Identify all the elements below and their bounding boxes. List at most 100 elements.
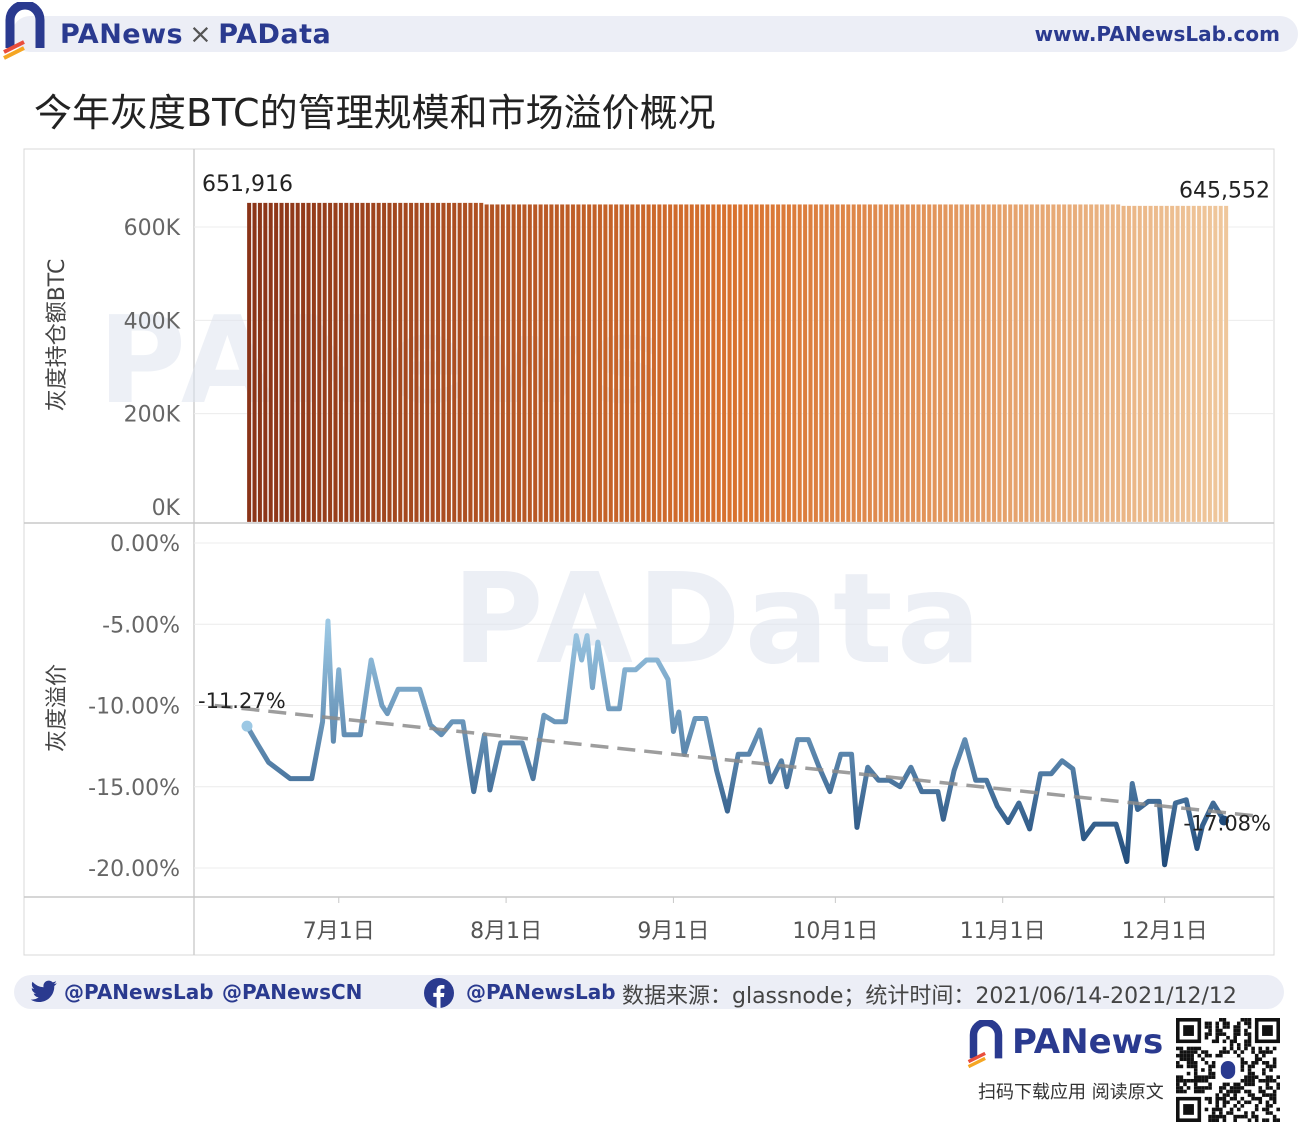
qr-module: [1276, 1082, 1280, 1087]
qr-module: [1244, 1061, 1248, 1065]
qr-module: [1262, 1089, 1266, 1094]
qr-module: [1208, 1114, 1212, 1119]
bar: [608, 204, 614, 523]
qr-module: [1204, 1061, 1209, 1065]
bar: [586, 204, 592, 523]
bar: [635, 204, 641, 523]
qr-module: [1258, 1096, 1263, 1101]
bar: [462, 202, 468, 523]
bar: [543, 204, 549, 523]
watermark-padata: PAData: [452, 547, 985, 692]
x-tick-label: 9月1日: [637, 919, 709, 944]
qr-module: [1197, 1053, 1202, 1058]
bar: [468, 202, 473, 523]
qr-code-icon[interactable]: [1176, 1018, 1280, 1122]
qr-module: [1262, 1071, 1266, 1076]
bar: [808, 204, 813, 523]
qr-module: [1233, 1096, 1237, 1101]
bar: [926, 204, 932, 523]
bar: [916, 204, 921, 523]
qr-module: [1215, 1028, 1220, 1033]
twitter-handle-lab[interactable]: @PANewsLab: [64, 980, 214, 1004]
bar: [1013, 204, 1018, 523]
qr-module: [1254, 1061, 1259, 1065]
qr-module: [1258, 1057, 1263, 1062]
bar: [1196, 205, 1202, 523]
qr-module: [1193, 1078, 1198, 1083]
bar: [532, 204, 538, 523]
bar: [743, 204, 749, 523]
qr-module: [1226, 1021, 1230, 1026]
qr-module: [1236, 1025, 1241, 1029]
bar: [1072, 204, 1078, 523]
qr-module: [1233, 1118, 1237, 1122]
facebook-handle[interactable]: @PANewsLab: [466, 980, 616, 1004]
qr-module: [1269, 1086, 1273, 1090]
qr-finder-core: [1183, 1104, 1194, 1115]
bar: [964, 204, 970, 523]
qr-module: [1229, 1107, 1234, 1112]
bar: [619, 204, 624, 523]
bar: [333, 202, 338, 523]
qr-module: [1269, 1104, 1273, 1108]
qr-module: [1229, 1111, 1234, 1115]
qr-module: [1247, 1021, 1252, 1026]
qr-module: [1226, 1035, 1230, 1040]
bar-ytick-label: 400K: [124, 309, 181, 334]
qr-module: [1244, 1028, 1248, 1033]
qr-module: [1204, 1032, 1209, 1036]
bar: [1040, 204, 1045, 523]
qr-module: [1183, 1050, 1187, 1054]
qr-module: [1262, 1118, 1266, 1122]
bar: [975, 204, 981, 523]
qr-module: [1208, 1064, 1212, 1069]
bar: [667, 204, 673, 523]
site-link[interactable]: www.PANewsLab.com: [1034, 22, 1280, 46]
bar: [781, 204, 786, 523]
qr-module: [1215, 1118, 1220, 1122]
qr-module: [1247, 1025, 1252, 1029]
qr-module: [1240, 1078, 1245, 1083]
qr-module: [1240, 1018, 1245, 1022]
brand-right: PAData: [218, 19, 332, 50]
bar: [889, 204, 894, 523]
header-bar: [12, 16, 1298, 52]
qr-module: [1269, 1093, 1273, 1097]
qr-module: [1247, 1089, 1252, 1094]
twitter-handle-cn[interactable]: @PANewsCN: [222, 980, 363, 1004]
bar: [511, 204, 516, 523]
facebook-icon[interactable]: [424, 978, 454, 1008]
bar: [376, 202, 382, 523]
line-ytick-label: -5.00%: [102, 613, 180, 638]
qr-module: [1176, 1061, 1180, 1065]
line-ylabel: 灰度溢价: [45, 664, 70, 752]
qr-module: [1215, 1021, 1220, 1026]
twitter-icon[interactable]: [30, 980, 58, 1004]
bar: [716, 204, 722, 523]
bar: [759, 204, 765, 523]
qr-module: [1179, 1089, 1184, 1094]
bar: [624, 204, 630, 523]
qr-module: [1265, 1104, 1270, 1108]
bar: [349, 202, 355, 523]
bar: [505, 204, 511, 523]
bar: [1126, 205, 1132, 523]
bar: [786, 204, 792, 523]
qr-module: [1179, 1086, 1184, 1090]
qr-module: [1233, 1050, 1237, 1054]
qr-module: [1215, 1100, 1220, 1105]
bar: [1083, 204, 1089, 523]
qr-module: [1215, 1114, 1220, 1119]
bar: [300, 202, 306, 523]
qr-module: [1244, 1082, 1248, 1087]
qr-module: [1204, 1075, 1209, 1079]
qr-module: [1269, 1064, 1273, 1069]
bar: [495, 204, 500, 523]
qr-module: [1208, 1028, 1212, 1033]
bar: [381, 202, 387, 523]
bar: [446, 202, 452, 523]
bar: [1051, 204, 1056, 523]
qr-module: [1233, 1032, 1237, 1036]
qr-module: [1193, 1068, 1198, 1072]
qr-module: [1183, 1082, 1187, 1087]
